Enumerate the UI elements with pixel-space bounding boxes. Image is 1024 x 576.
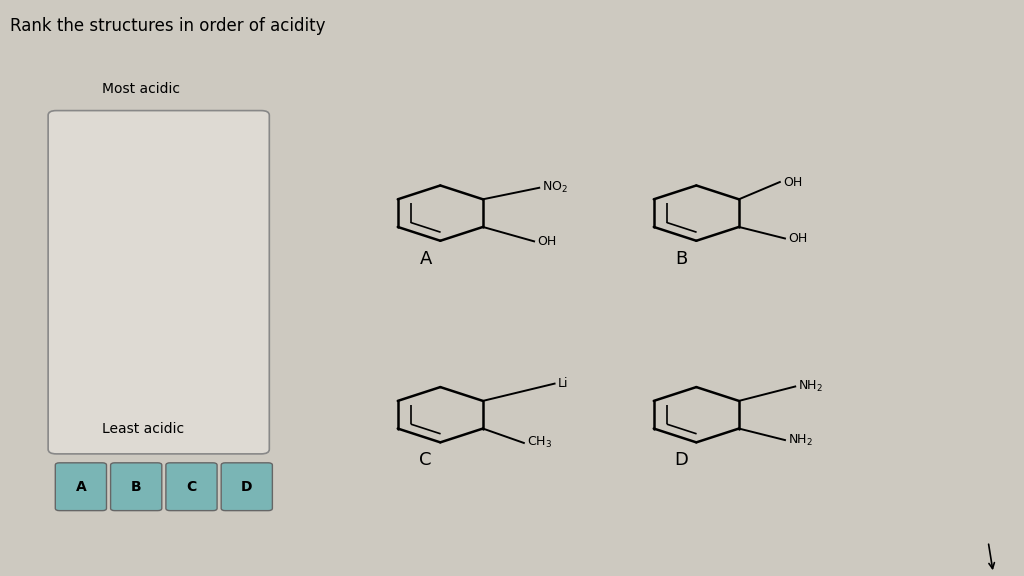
FancyBboxPatch shape xyxy=(55,463,106,511)
Text: NO$_2$: NO$_2$ xyxy=(543,180,568,195)
Text: Least acidic: Least acidic xyxy=(102,422,184,436)
Text: B: B xyxy=(131,480,141,494)
Text: OH: OH xyxy=(783,176,802,188)
Text: A: A xyxy=(76,480,86,494)
FancyBboxPatch shape xyxy=(111,463,162,511)
Text: C: C xyxy=(419,452,432,469)
Text: B: B xyxy=(676,250,688,268)
FancyBboxPatch shape xyxy=(221,463,272,511)
Text: Rank the structures in order of acidity: Rank the structures in order of acidity xyxy=(10,17,326,35)
Text: Li: Li xyxy=(558,377,568,390)
Text: OH: OH xyxy=(538,235,556,248)
Text: NH$_2$: NH$_2$ xyxy=(799,379,823,394)
Text: A: A xyxy=(420,250,432,268)
FancyBboxPatch shape xyxy=(166,463,217,511)
Text: NH$_2$: NH$_2$ xyxy=(788,433,813,448)
Text: D: D xyxy=(675,452,688,469)
Text: OH: OH xyxy=(788,232,807,245)
Text: D: D xyxy=(241,480,253,494)
Text: CH$_3$: CH$_3$ xyxy=(527,435,552,450)
Text: C: C xyxy=(186,480,197,494)
FancyBboxPatch shape xyxy=(48,111,269,454)
Text: Most acidic: Most acidic xyxy=(102,82,180,96)
